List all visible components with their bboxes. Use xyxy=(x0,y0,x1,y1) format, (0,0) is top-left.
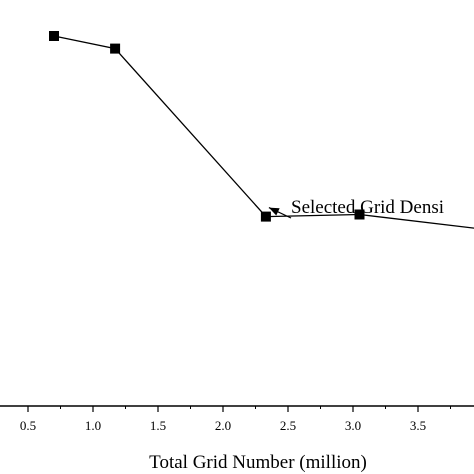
annotation-arrowhead xyxy=(268,207,280,216)
x-axis: 0.51.01.52.02.53.03.54 xyxy=(0,405,474,433)
data-point-2 xyxy=(260,211,271,222)
x-tick-label-4: 2.5 xyxy=(280,418,296,433)
series-markers xyxy=(49,31,365,222)
x-tick-labels: 0.51.01.52.02.53.03.54 xyxy=(20,418,426,433)
x-tick-label-2: 1.5 xyxy=(150,418,166,433)
x-ticks xyxy=(27,406,451,412)
x-tick-label-6: 3.5 xyxy=(410,418,426,433)
x-tick-label-0: 0.5 xyxy=(20,418,36,433)
x-tick-label-5: 3.0 xyxy=(345,418,361,433)
data-point-3 xyxy=(354,209,365,220)
x-tick-label-3: 2.0 xyxy=(215,418,231,433)
annotation-group: Selected Grid Densi xyxy=(268,197,444,219)
data-point-1 xyxy=(110,43,121,54)
annotation-text: Selected Grid Densi xyxy=(291,197,444,218)
x-axis-title: Total Grid Number (million) xyxy=(149,452,367,473)
data-point-0 xyxy=(49,31,59,41)
x-tick-label-1: 1.0 xyxy=(85,418,101,433)
